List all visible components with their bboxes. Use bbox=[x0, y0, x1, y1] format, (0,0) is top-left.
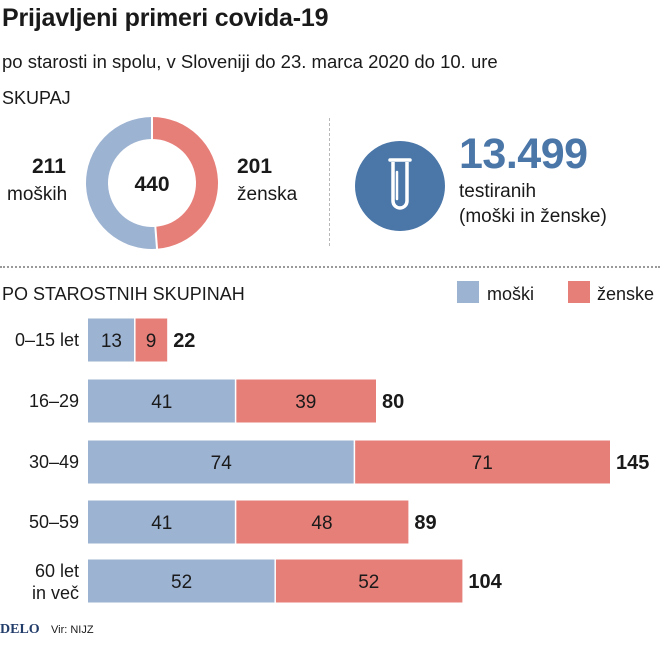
legend-men-swatch bbox=[457, 281, 479, 303]
bar-total-label: 104 bbox=[468, 571, 502, 593]
tests-count: 13.499 bbox=[459, 130, 588, 178]
donut-segment-women bbox=[152, 117, 218, 249]
tests-label: testiranih bbox=[459, 181, 537, 202]
bar-segment-men bbox=[88, 318, 135, 362]
bar-value-label: 52 bbox=[171, 572, 192, 593]
bar-segment-men bbox=[88, 440, 355, 484]
total-section-heading: SKUPAJ bbox=[2, 88, 71, 108]
bar-value-label: 74 bbox=[211, 453, 233, 474]
bar-segment-women bbox=[134, 318, 168, 362]
legend-women-swatch bbox=[568, 281, 590, 303]
delo-logo: DELO bbox=[0, 622, 40, 637]
bar-total-label: 80 bbox=[382, 391, 404, 413]
men-total-count: 211 bbox=[32, 155, 66, 178]
legend-women-label: ženske bbox=[597, 284, 655, 304]
section-divider bbox=[0, 266, 660, 268]
women-total-label: ženska bbox=[237, 184, 298, 205]
donut-center-total: 440 bbox=[134, 173, 169, 196]
donut-chart: 440 bbox=[86, 117, 218, 249]
donut-segment-men bbox=[86, 117, 158, 249]
category-label: 0–15 let bbox=[15, 330, 79, 350]
bar-segment-women bbox=[275, 559, 463, 603]
category-label: 16–29 bbox=[29, 391, 79, 411]
bar-value-label: 48 bbox=[311, 513, 332, 534]
age-section-heading: PO STAROSTNIH SKUPINAH bbox=[2, 284, 245, 304]
bar-segment-men bbox=[88, 500, 236, 544]
source-note: Vir: NIJZ bbox=[51, 624, 94, 636]
bar-value-label: 52 bbox=[358, 572, 379, 593]
category-label: 30–49 bbox=[29, 452, 79, 472]
bar-value-label: 41 bbox=[151, 392, 172, 413]
women-total-count: 201 bbox=[237, 155, 273, 178]
tests-sublabel: (moški in ženske) bbox=[459, 206, 607, 227]
bar-value-label: 13 bbox=[101, 331, 122, 352]
bar-segment-women bbox=[354, 440, 610, 484]
legend-men-label: moški bbox=[487, 284, 535, 304]
donut-separator bbox=[154, 225, 159, 249]
bar-total-label: 89 bbox=[414, 512, 436, 534]
bar-segment-women bbox=[235, 500, 409, 544]
bar-value-label: 71 bbox=[472, 453, 493, 474]
age-bar-chart: 0–15 let 13 9 22 16–29 41 39 80 30–49 74 71 145 50–5… bbox=[15, 318, 649, 603]
chart-title: Prijavljeni primeri covida-19 bbox=[2, 4, 329, 32]
bar-total-label: 145 bbox=[616, 452, 649, 474]
chart-subtitle: po starosti in spolu, v Sloveniji do 23.… bbox=[2, 51, 498, 72]
men-total-label: moških bbox=[7, 184, 68, 205]
category-label: 60 let in več bbox=[32, 561, 79, 603]
vertical-divider bbox=[329, 118, 330, 246]
bar-segment-men bbox=[88, 559, 276, 603]
category-label: 50–59 bbox=[29, 512, 79, 532]
bar-segment-men bbox=[88, 379, 236, 423]
bar-value-label: 41 bbox=[151, 513, 172, 534]
bar-value-label: 39 bbox=[295, 392, 316, 413]
bar-value-label: 9 bbox=[146, 331, 157, 352]
bar-total-label: 22 bbox=[173, 330, 195, 352]
bar-segment-women bbox=[235, 379, 376, 423]
test-tube-icon bbox=[355, 141, 445, 231]
